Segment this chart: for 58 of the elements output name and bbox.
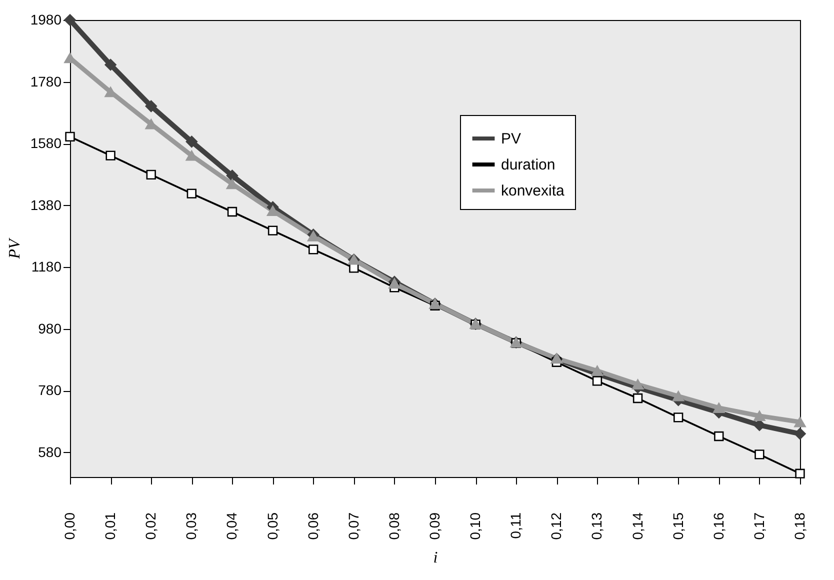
point: [104, 58, 116, 71]
point: [64, 14, 76, 26]
point: [226, 170, 238, 182]
x-tick-label: 0,04: [224, 512, 240, 540]
x-tick-label: 0,01: [102, 512, 118, 540]
point: [145, 100, 158, 112]
point: [106, 150, 116, 160]
point: [268, 226, 278, 236]
x-tick-label: 0,05: [264, 512, 280, 540]
point: [754, 450, 764, 460]
y-axis-title: PV: [6, 237, 24, 260]
y-tick-label: 1380: [30, 196, 62, 213]
x-tick-label: 0,03: [183, 512, 200, 540]
point: [227, 206, 238, 217]
y-tick-label: 980: [38, 320, 62, 336]
x-tick-label: 0,18: [792, 512, 808, 540]
point: [592, 376, 602, 386]
x-tick-label: 0,09: [426, 512, 442, 540]
y-tick-label: 1780: [30, 73, 62, 90]
point: [794, 428, 806, 440]
legend-label: duration: [501, 156, 556, 174]
point: [714, 431, 724, 442]
point: [632, 379, 644, 390]
x-tick-label: 0,11: [508, 512, 524, 539]
point: [388, 278, 400, 289]
y-tick-label: 1980: [30, 12, 62, 28]
point: [591, 366, 604, 376]
y-tick-label: 1180: [31, 258, 62, 275]
x-tick-label: 0,15: [670, 512, 686, 540]
x-tick-label: 0,07: [345, 512, 362, 540]
x-tick-label: 0,00: [62, 512, 78, 540]
point: [674, 412, 684, 422]
x-tick-label: 0,10: [467, 512, 484, 540]
x-tick-label: 0,12: [548, 512, 564, 540]
y-tick-label: 1580: [30, 135, 62, 152]
y-tick-label: 780: [38, 382, 62, 398]
x-tick-label: 0,16: [710, 512, 726, 540]
x-tick-label: 0,13: [588, 512, 605, 540]
legend-label: konvexita: [501, 182, 566, 200]
legend-label: PV: [501, 130, 522, 148]
y-tick-label: 580: [38, 444, 62, 460]
point: [146, 170, 156, 180]
point: [65, 132, 75, 142]
point: [795, 468, 805, 478]
x-tick-label: 0,17: [750, 512, 767, 540]
point: [632, 393, 643, 404]
x-tick-label: 0,02: [142, 512, 159, 540]
point: [794, 416, 806, 428]
x-tick-label: 0,06: [304, 512, 321, 540]
x-tick-label: 0,08: [386, 512, 402, 540]
point: [186, 136, 198, 148]
point: [672, 390, 684, 402]
point: [186, 188, 196, 198]
x-tick-label: 0,14: [629, 512, 646, 540]
x-axis-title: i: [433, 550, 438, 567]
point: [308, 244, 318, 254]
point: [712, 402, 725, 414]
point: [754, 410, 766, 422]
